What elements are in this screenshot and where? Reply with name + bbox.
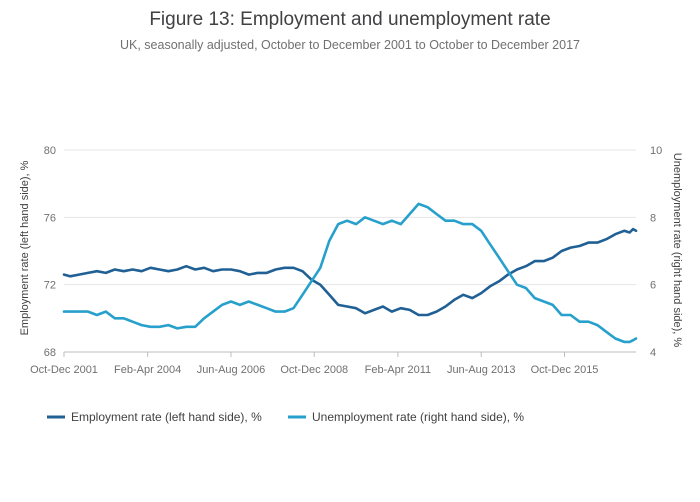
unemployment-rate-line (62, 202, 638, 344)
x-tick-label-6: Oct-Dec 2015 (531, 364, 599, 376)
gridlines (64, 149, 636, 353)
legend-label-unemployment: Unemployment rate (right hand side), % (312, 410, 524, 424)
employment-rate-line (62, 227, 638, 317)
y-left-tick-80: 80 (44, 145, 56, 157)
y-left-tick-68: 68 (44, 347, 56, 359)
chart-title: Figure 13: Employment and unemployment r… (149, 9, 550, 30)
y-right-tick-6: 6 (650, 280, 656, 292)
x-tick-label-1: Feb-Apr 2004 (114, 364, 181, 376)
legend: Employment rate (left hand side), % Unem… (47, 410, 524, 424)
x-tick-label-3: Oct-Dec 2008 (280, 364, 348, 376)
series-lines (62, 202, 638, 344)
y-right-tick-8: 8 (650, 212, 656, 224)
x-tick-label-5: Jun-Aug 2013 (447, 364, 516, 376)
y-right-tick-10: 10 (650, 145, 662, 157)
chart-subtitle: UK, seasonally adjusted, October to Dece… (120, 38, 580, 52)
y-axis-left-title: Employment rate (left hand side), % (19, 160, 31, 335)
y-left-tick-76: 76 (44, 212, 56, 224)
y-right-tick-4: 4 (650, 347, 656, 359)
x-tick-label-0: Oct-Dec 2001 (30, 364, 98, 376)
legend-label-employment: Employment rate (left hand side), % (71, 410, 262, 424)
y-left-tick-72: 72 (44, 280, 56, 292)
x-tick-label-2: Jun-Aug 2006 (197, 364, 266, 376)
x-tick-label-4: Feb-Apr 2011 (365, 364, 431, 376)
y-axis-right-title: Unemployment rate (right hand side), % (671, 153, 683, 348)
